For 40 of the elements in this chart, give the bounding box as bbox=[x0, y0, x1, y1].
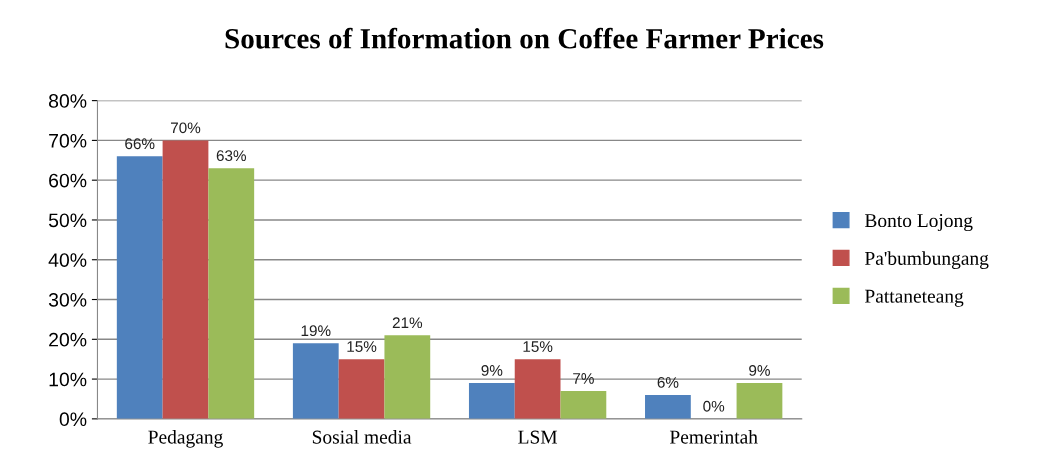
bar bbox=[116, 156, 163, 419]
data-label: 15% bbox=[347, 341, 377, 352]
bar bbox=[384, 335, 431, 419]
y-tick-label: 60% bbox=[49, 173, 87, 188]
y-tick-label: 30% bbox=[48, 292, 87, 307]
bar bbox=[514, 359, 561, 419]
bar bbox=[468, 383, 515, 419]
bar bbox=[162, 140, 209, 419]
legend-label: Bonto Lojong bbox=[864, 214, 973, 232]
y-tick-label: 80% bbox=[48, 94, 87, 108]
bar bbox=[560, 391, 607, 419]
y-tick-label: 70% bbox=[49, 133, 87, 148]
bar bbox=[208, 168, 255, 419]
data-label: 66% bbox=[125, 138, 155, 150]
data-label: 19% bbox=[301, 325, 331, 337]
legend-label: Pa'bumbungang bbox=[864, 251, 989, 269]
y-tick-label: 0% bbox=[59, 412, 87, 427]
bar bbox=[338, 359, 385, 419]
x-tick-label: Sosial media bbox=[312, 429, 412, 444]
data-label: 70% bbox=[170, 122, 201, 134]
y-tick-label: 50% bbox=[48, 213, 87, 228]
bar bbox=[736, 383, 783, 419]
y-tick-label: 10% bbox=[49, 372, 87, 387]
data-label: 63% bbox=[216, 150, 247, 162]
data-label: 9% bbox=[481, 365, 503, 376]
bar bbox=[645, 394, 691, 419]
data-label: 0% bbox=[703, 400, 725, 412]
chart-title: Sources of Information on Coffee Farmer Prices bbox=[225, 27, 824, 49]
x-tick-label: Pedagang bbox=[148, 429, 223, 448]
x-tick-label: Pemerintah bbox=[669, 429, 758, 444]
y-tick-label: 20% bbox=[49, 332, 87, 347]
data-label: 6% bbox=[657, 376, 679, 388]
bar bbox=[292, 343, 339, 419]
legend-label: Pattaneteang bbox=[864, 289, 964, 307]
data-label: 15% bbox=[523, 341, 553, 352]
data-label: 9% bbox=[749, 365, 770, 376]
y-tick-label: 40% bbox=[48, 253, 87, 267]
data-label: 7% bbox=[573, 373, 594, 384]
data-label: 21% bbox=[392, 317, 423, 329]
x-tick-label: LSM bbox=[518, 430, 558, 444]
